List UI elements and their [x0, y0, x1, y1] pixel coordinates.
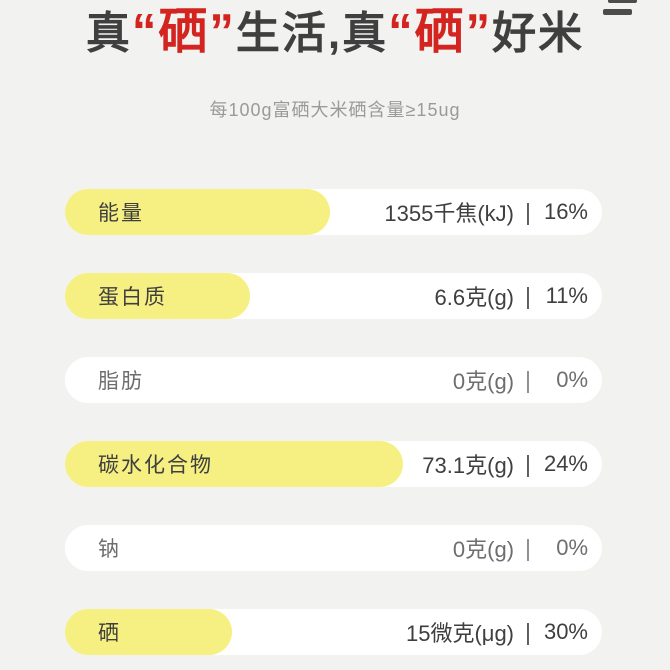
menu-icon[interactable] [603, 0, 637, 17]
nutrient-nrv-percent: 0% [556, 367, 588, 392]
nutrition-table: 能量 1355千焦(kJ) | 16% 蛋白质 6.6克(g) | 11% 脂肪 0克(g) | 0%… [65, 189, 602, 655]
title-text: 生活,真 [235, 9, 389, 58]
nutrient-amount: 73.1克(g) [422, 453, 515, 478]
value-divider: | [525, 618, 531, 645]
label-highlight-pill [65, 273, 250, 319]
value-divider: | [525, 366, 531, 393]
value-divider: | [525, 198, 531, 225]
nutrient-value-group: 1355千焦(kJ) | 16% [384, 196, 602, 228]
nutrient-nrv-percent: 11% [545, 283, 588, 308]
nutrient-label: 硒 [98, 622, 121, 645]
subtitle: 每100g富硒大米硒含量≥15ug [209, 100, 461, 120]
nutrient-value-group: 0克(g) | 0% [453, 364, 602, 396]
nutrient-value-group: 15微克(μg) | 30% [406, 616, 602, 648]
nutrient-amount: 6.6克(g) [434, 285, 515, 310]
title-selenium-highlight: “硒” [388, 5, 493, 59]
nutrient-label: 碳水化合物 [98, 454, 213, 477]
nutrition-row: 脂肪 0克(g) | 0% [65, 357, 602, 403]
nutrient-value-group: 73.1克(g) | 24% [422, 448, 602, 480]
nutrition-row: 硒 15微克(μg) | 30% [65, 609, 602, 655]
nutrient-nrv-percent: 30% [543, 619, 588, 644]
nutrient-value-group: 6.6克(g) | 11% [435, 280, 602, 312]
label-highlight-pill [65, 189, 330, 235]
nutrient-amount: 0克(g) [452, 369, 515, 394]
nutrition-row: 碳水化合物 73.1克(g) | 24% [65, 441, 602, 487]
label-highlight-pill [65, 609, 232, 655]
nutrition-row: 能量 1355千焦(kJ) | 16% [65, 189, 602, 235]
nutrient-label: 脂肪 [98, 370, 144, 393]
title-selenium-highlight: “硒” [131, 5, 236, 59]
nutrient-nrv-percent: 0% [556, 535, 588, 560]
nutrient-nrv-percent: 16% [543, 199, 588, 224]
nutrient-amount: 0克(g) [452, 537, 515, 562]
title-text: 真 [85, 9, 132, 58]
nutrition-row: 蛋白质 6.6克(g) | 11% [65, 273, 602, 319]
page-title: 真“硒”生活,真“硒”好米 [0, 0, 670, 69]
value-divider: | [525, 282, 531, 309]
label-highlight-pill [65, 441, 403, 487]
menu-bar-icon [608, 0, 637, 3]
nutrient-amount: 1355千焦(kJ) [384, 201, 515, 226]
nutrient-label: 钠 [98, 538, 121, 561]
nutrient-value-group: 0克(g) | 0% [453, 532, 602, 564]
nutrient-label: 蛋白质 [98, 286, 167, 309]
nutrient-amount: 15微克(μg) [405, 621, 515, 646]
title-text: 好米 [492, 9, 585, 58]
nutrition-row: 钠 0克(g) | 0% [65, 525, 602, 571]
menu-bar-icon [603, 9, 632, 15]
value-divider: | [525, 534, 531, 561]
nutrient-label: 能量 [98, 202, 144, 225]
value-divider: | [525, 450, 531, 477]
nutrient-nrv-percent: 24% [543, 451, 588, 476]
